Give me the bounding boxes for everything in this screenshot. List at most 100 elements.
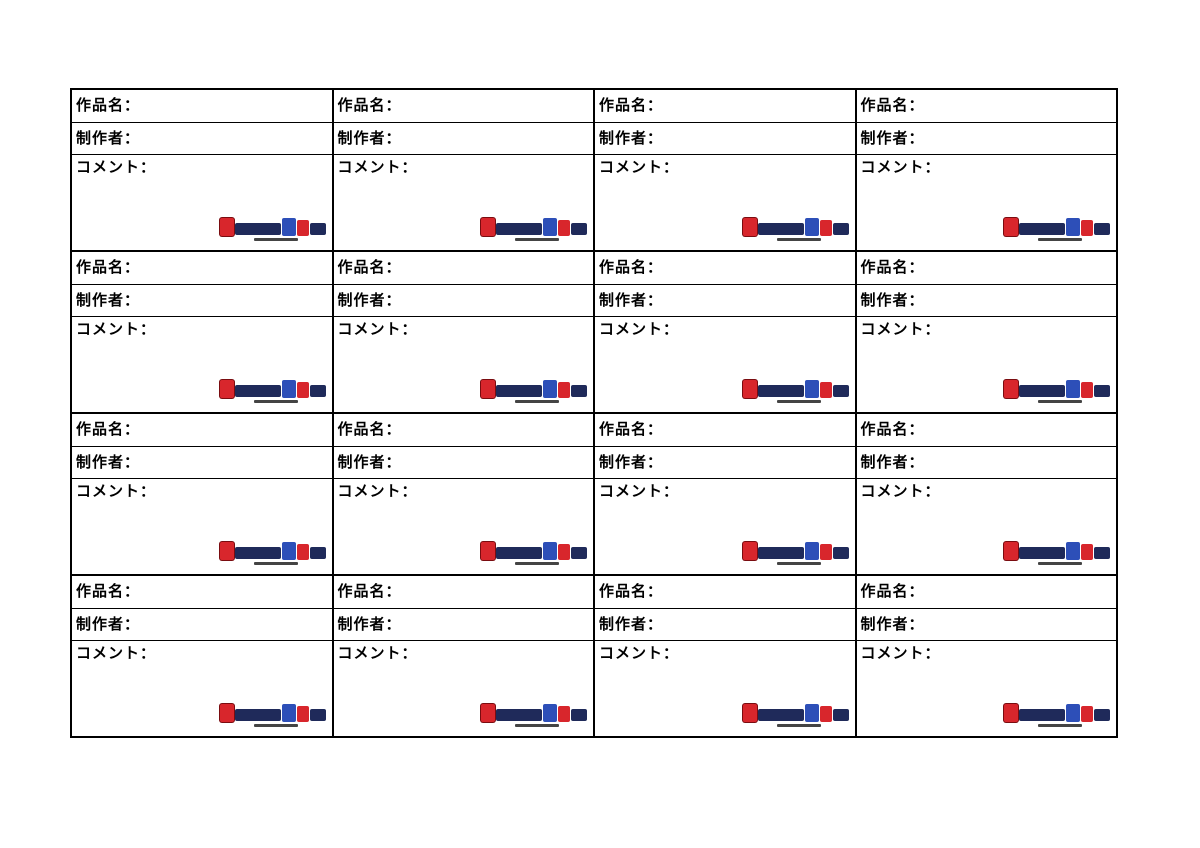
logo-subtitle (253, 724, 298, 727)
title-field-label[interactable]: 作品名： (856, 576, 1116, 609)
title-field-label[interactable]: 作品名： (856, 252, 1116, 285)
logo-kanji-red-small (1081, 544, 1093, 560)
logo-kanji-blue (543, 704, 557, 722)
comment-field-label[interactable]: コメント： (599, 482, 680, 500)
title-field-label[interactable]: 作品名： (333, 576, 593, 609)
logo-tail (309, 385, 326, 397)
logo-tail (832, 547, 849, 559)
author-field-label[interactable]: 制作者： (333, 447, 593, 479)
logo-kanji-blue (281, 380, 296, 398)
logo-subtitle (253, 562, 298, 565)
logo-wordmark (1004, 540, 1112, 560)
title-field-label[interactable]: 作品名： (333, 252, 593, 285)
comment-field-label[interactable]: コメント： (76, 158, 157, 176)
logo-wordmark (219, 702, 328, 722)
comment-field-label[interactable]: コメント： (860, 482, 941, 500)
author-field-label[interactable]: 制作者： (333, 285, 593, 317)
entry-card: 作品名： 制作者： コメント： (332, 89, 594, 251)
title-field-label[interactable]: 作品名： (72, 414, 332, 447)
author-field-label[interactable]: 制作者： (595, 609, 855, 641)
logo-icon (481, 702, 589, 730)
logo-kanji-red-small (296, 544, 309, 560)
author-field-label[interactable]: 制作者： (72, 609, 332, 641)
logo-wordmark (742, 702, 851, 722)
logo-hiragana (757, 385, 804, 397)
entry-card: 作品名： 制作者： コメント： (594, 251, 856, 413)
logo-kanji-red (1004, 542, 1018, 560)
logo-wordmark (219, 378, 328, 398)
logo-wordmark (1004, 702, 1112, 722)
author-field-label[interactable]: 制作者： (72, 285, 332, 317)
author-field-label[interactable]: 制作者： (595, 285, 855, 317)
entry-card: 作品名： 制作者： コメント： (332, 575, 594, 737)
title-field-label[interactable]: 作品名： (72, 252, 332, 285)
comment-field-label[interactable]: コメント： (599, 158, 680, 176)
comment-field-label[interactable]: コメント： (337, 644, 418, 662)
logo-kanji-red (481, 218, 495, 236)
entry-card: 作品名： 制作者： コメント： (594, 89, 856, 251)
logo-icon (481, 216, 589, 244)
logo-subtitle (776, 400, 821, 403)
logo-kanji-red-small (296, 220, 309, 236)
entry-card: 作品名： 制作者： コメント： (594, 413, 856, 575)
title-field-label[interactable]: 作品名： (595, 414, 855, 447)
logo-kanji-blue (1066, 704, 1080, 722)
comment-field-label[interactable]: コメント： (337, 158, 418, 176)
logo-tail (1094, 223, 1110, 235)
logo-hiragana (234, 223, 281, 235)
entry-card: 作品名： 制作者： コメント： (71, 89, 333, 251)
title-field-label[interactable]: 作品名： (595, 576, 855, 609)
author-field-label[interactable]: 制作者： (856, 285, 1116, 317)
logo-kanji-red-small (558, 706, 570, 722)
author-field-label[interactable]: 制作者： (72, 447, 332, 479)
comment-field-label[interactable]: コメント： (599, 320, 680, 338)
logo-icon (1004, 702, 1112, 730)
logo-kanji-blue (543, 542, 557, 560)
logo-tail (571, 223, 587, 235)
logo-icon (742, 378, 851, 406)
title-field-label[interactable]: 作品名： (333, 414, 593, 447)
title-field-label[interactable]: 作品名： (72, 576, 332, 609)
logo-tail (309, 547, 326, 559)
logo-wordmark (1004, 216, 1112, 236)
title-field-label[interactable]: 作品名： (333, 90, 593, 123)
logo-subtitle (515, 562, 559, 565)
card-sheet: 作品名： 制作者： コメント： 作品名： 制作者： コメント： 作品名： 制作者： コメント：作… (70, 88, 1118, 738)
logo-subtitle (1038, 238, 1082, 241)
logo-tail (571, 709, 587, 721)
comment-field-label[interactable]: コメント： (76, 482, 157, 500)
comment-field-label[interactable]: コメント： (76, 644, 157, 662)
logo-icon (219, 378, 328, 406)
author-field-label[interactable]: 制作者： (856, 123, 1116, 155)
author-field-label[interactable]: 制作者： (595, 123, 855, 155)
author-field-label[interactable]: 制作者： (595, 447, 855, 479)
comment-field-label[interactable]: コメント： (337, 320, 418, 338)
author-field-label[interactable]: 制作者： (333, 123, 593, 155)
logo-kanji-red (219, 704, 234, 722)
author-field-label[interactable]: 制作者： (856, 447, 1116, 479)
author-field-label[interactable]: 制作者： (72, 123, 332, 155)
logo-kanji-blue (804, 218, 819, 236)
title-field-label[interactable]: 作品名： (595, 252, 855, 285)
comment-field-label[interactable]: コメント： (860, 158, 941, 176)
title-field-label[interactable]: 作品名： (856, 90, 1116, 123)
logo-wordmark (742, 216, 851, 236)
title-field-label[interactable]: 作品名： (72, 90, 332, 123)
logo-tail (309, 709, 326, 721)
entry-card: 作品名： 制作者： コメント： (855, 251, 1117, 413)
author-field-label[interactable]: 制作者： (333, 609, 593, 641)
comment-field-label[interactable]: コメント： (76, 320, 157, 338)
logo-icon (1004, 378, 1112, 406)
logo-kanji-red (1004, 218, 1018, 236)
title-field-label[interactable]: 作品名： (856, 414, 1116, 447)
logo-icon (481, 540, 589, 568)
logo-kanji-blue (804, 380, 819, 398)
comment-field-label[interactable]: コメント： (599, 644, 680, 662)
author-field-label[interactable]: 制作者： (856, 609, 1116, 641)
comment-field-label[interactable]: コメント： (860, 644, 941, 662)
title-field-label[interactable]: 作品名： (595, 90, 855, 123)
logo-wordmark (481, 702, 589, 722)
comment-field-label[interactable]: コメント： (337, 482, 418, 500)
comment-field-label[interactable]: コメント： (860, 320, 941, 338)
logo-kanji-blue (543, 380, 557, 398)
